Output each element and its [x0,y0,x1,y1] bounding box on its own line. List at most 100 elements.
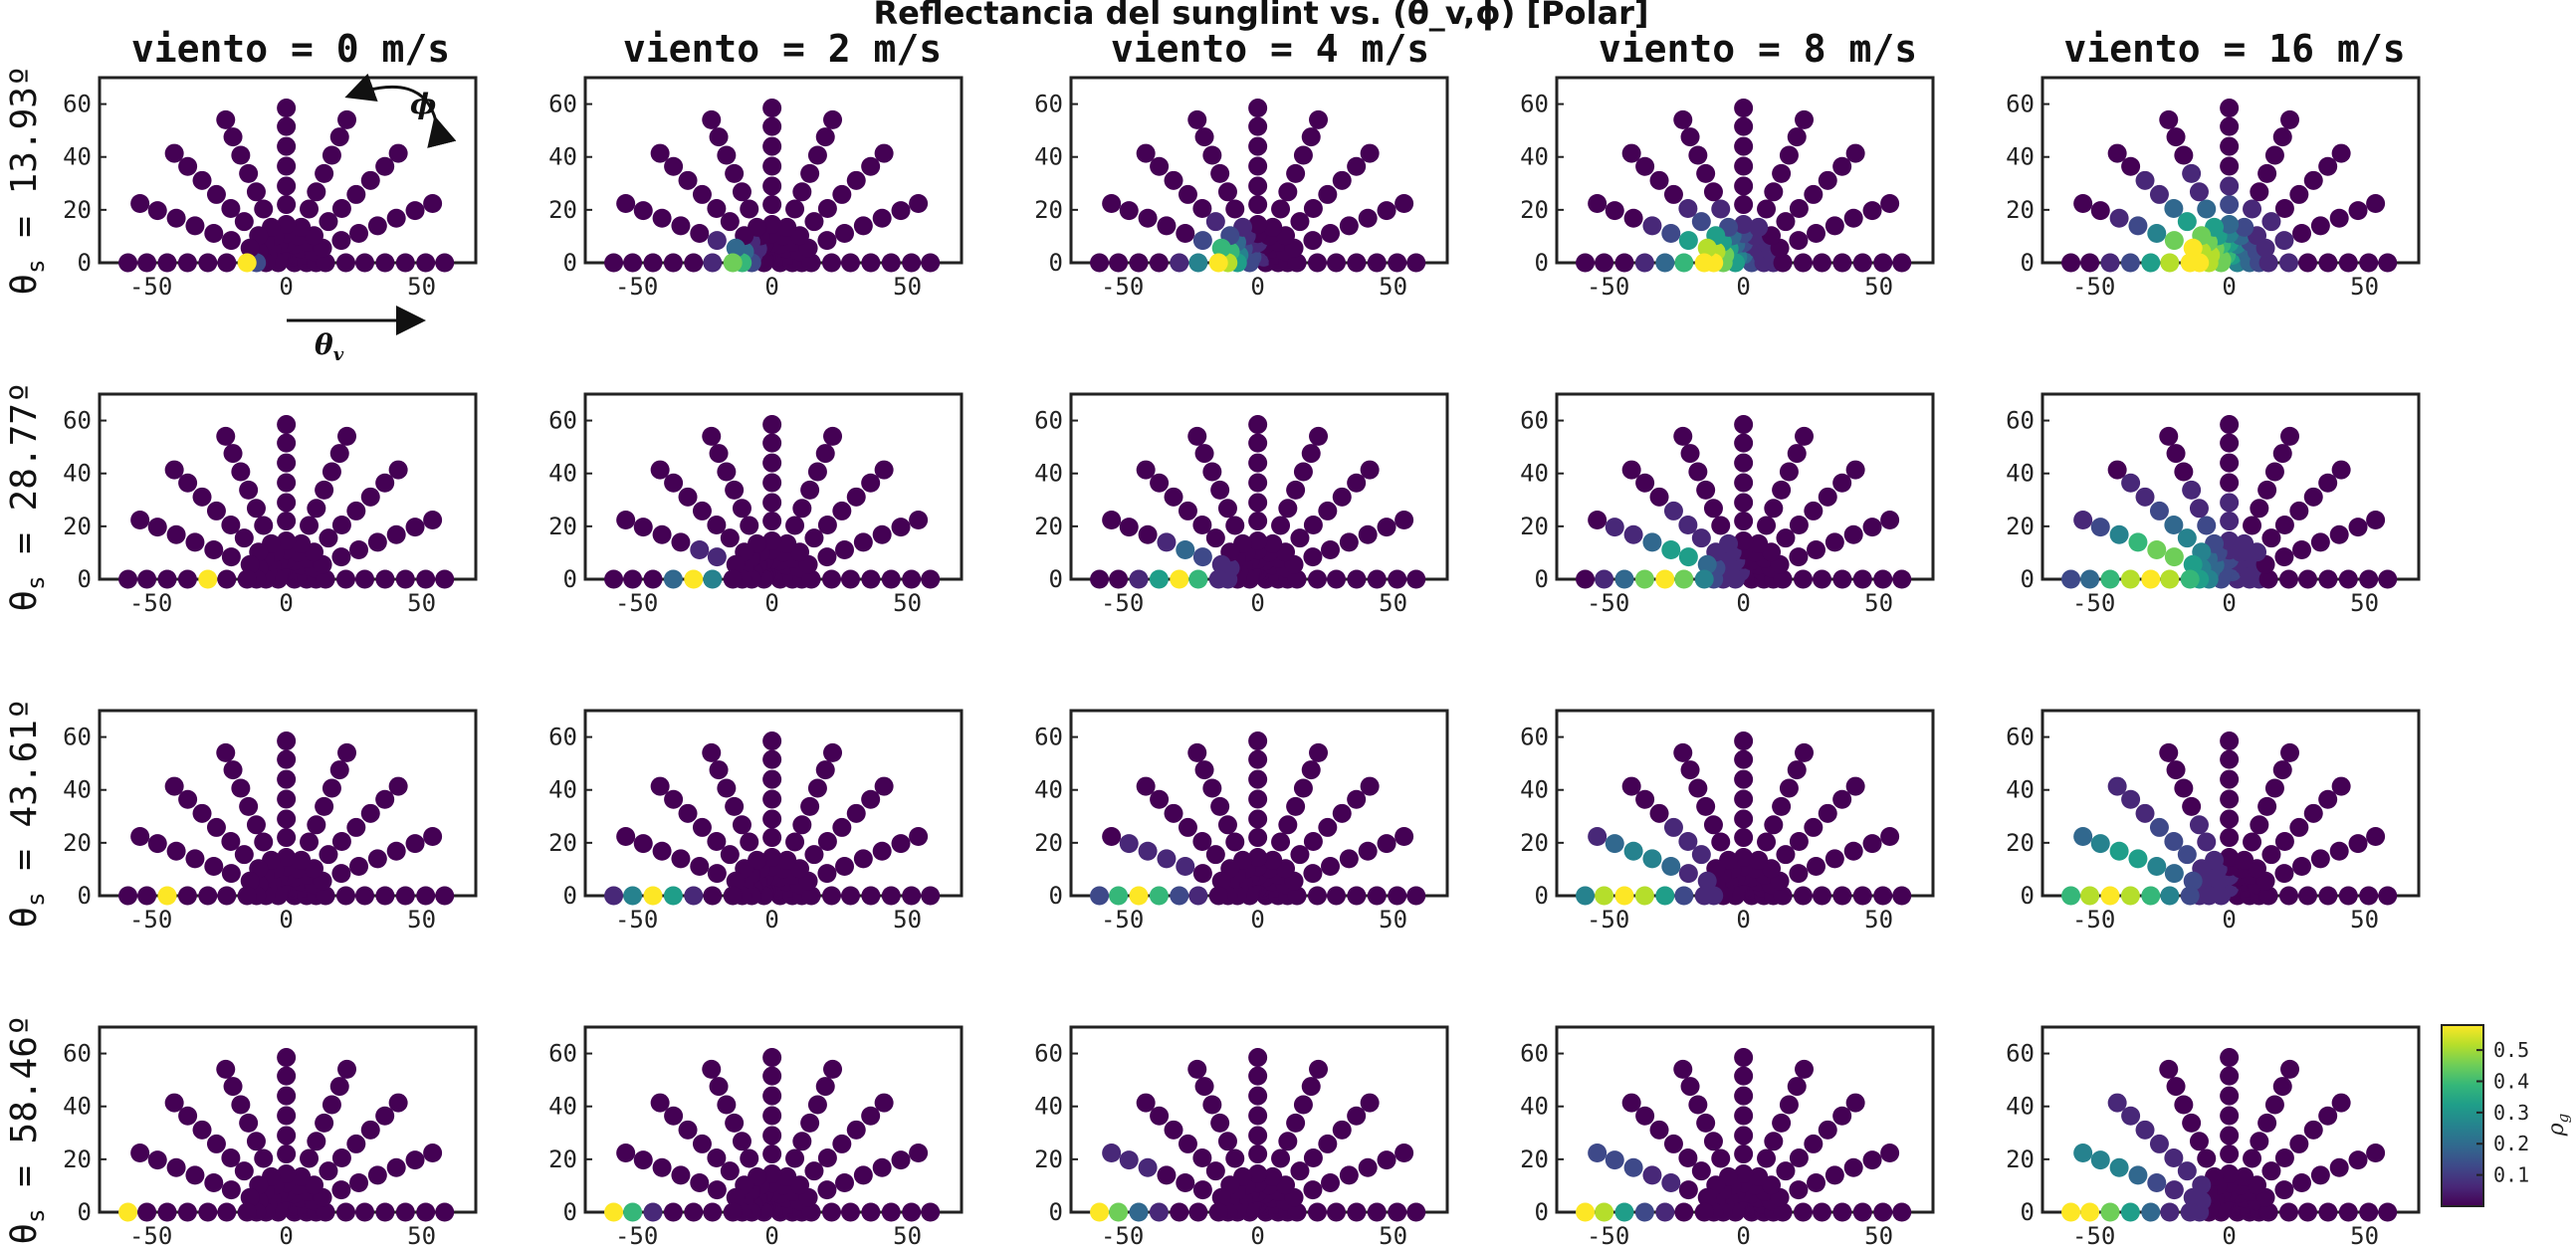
data-point [1309,109,1329,129]
data-point [921,1202,941,1222]
data-point [1248,809,1268,829]
subplot-panel: -50 0 50 0 20 40 60 [1520,392,1935,617]
data-point [2135,1120,2155,1140]
data-point [346,817,366,837]
data-point [1248,433,1268,453]
data-point [277,749,297,769]
data-point [2197,516,2217,535]
data-point [1150,789,1170,809]
data-point [1129,886,1149,906]
data-point [821,886,841,906]
data-point [717,1095,737,1115]
data-point [1663,184,1683,204]
data-point [1764,815,1784,835]
data-point [300,1148,320,1168]
data-point [2318,1202,2338,1222]
x-tick-label: 0 [1736,589,1750,617]
data-point [881,253,901,273]
data-point [2329,1157,2349,1177]
y-tick-label: 60 [548,724,577,751]
data-point [277,136,297,156]
data-point [423,827,443,847]
data-point [2318,253,2338,273]
data-point [832,501,852,521]
data-point [405,834,425,854]
data-point [1734,156,1754,176]
data-point [1635,473,1655,493]
data-point [616,827,636,847]
x-tick-label: -50 [1101,589,1144,617]
y-tick-label: 0 [1535,882,1549,910]
data-point [367,849,387,869]
data-point [1734,731,1754,751]
data-point [315,796,334,816]
data-point [2174,1095,2194,1115]
row-title: θs = 28.77º [4,381,50,611]
data-point [395,569,415,589]
data-point [1406,886,1426,906]
data-point [1661,224,1681,244]
data-point [1862,1150,1882,1170]
data-point [217,569,237,589]
data-point [616,511,636,530]
y-tick-label: 40 [63,460,92,488]
data-point [277,415,297,435]
data-point [1248,749,1268,769]
data-point [1321,1173,1341,1193]
data-point [684,569,704,589]
data-point [2274,199,2294,219]
data-point [346,1134,366,1153]
data-point [331,231,351,251]
data-point [1187,109,1207,129]
data-point [2366,1144,2386,1163]
data-point [1576,253,1596,273]
x-tick-label: 50 [1864,273,1893,301]
column-title: viento = 2 m/s [623,27,942,71]
data-point [1696,1113,1716,1133]
data-point [1210,1113,1230,1133]
data-point [762,749,782,769]
data-point [1347,1202,1367,1222]
data-point [1673,1059,1693,1079]
data-point [2359,886,2379,906]
data-point [1843,208,1863,228]
data-point [346,501,366,521]
data-point [1225,832,1245,852]
subplot-panel: -50 0 50 0 20 40 60 [1034,1025,1449,1250]
data-point [1661,540,1681,560]
data-point [1832,156,1852,176]
data-point [1248,99,1268,118]
data-point [216,1059,236,1079]
data-point [2280,742,2300,762]
y-tick-label: 40 [2006,460,2035,488]
data-point [1192,864,1212,884]
data-point [801,569,821,589]
data-point [2359,253,2379,273]
data-point [1832,1202,1852,1222]
data-point [1192,547,1212,567]
data-point [1880,511,1900,530]
data-point [684,886,704,906]
data-point [1248,156,1268,176]
data-point [2318,569,2338,589]
data-point [2292,540,2312,560]
data-point [1795,1059,1815,1079]
data-point [707,1148,727,1168]
data-point [1787,760,1807,780]
data-point [623,886,643,906]
data-point [720,1161,740,1181]
data-point [2164,1148,2184,1168]
data-point [2310,216,2330,236]
data-point [1779,462,1799,482]
data-point [1711,1148,1731,1168]
data-point [1711,832,1731,852]
data-point [1102,511,1122,530]
data-point [1703,815,1723,835]
data-point [2147,1173,2167,1193]
data-point [2274,516,2294,535]
data-point [717,462,737,482]
data-point [1367,1202,1387,1222]
data-point [1661,1173,1681,1193]
data-point [881,1202,901,1222]
data-point [360,1120,380,1140]
